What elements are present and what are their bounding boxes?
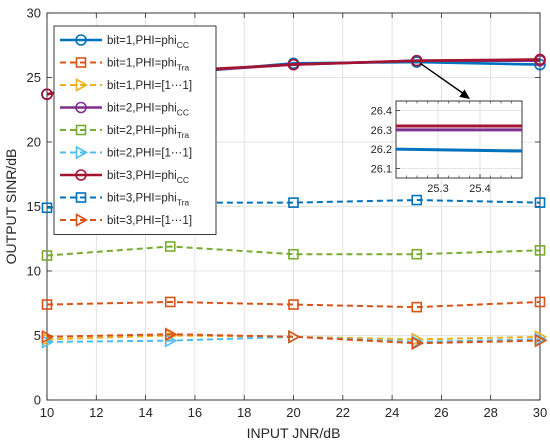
legend-entry: bit=3,PHI=[1⋯1] [60,213,192,227]
legend-label: bit=3,PHI=phiCC [107,170,189,185]
series-line [46,300,541,309]
series-line [46,245,541,257]
data-point [534,245,546,256]
data-point [164,327,178,342]
data-point [41,329,55,344]
legend-marker [75,57,87,68]
y-tick-label: 30 [27,6,41,21]
x-tick-label: 28 [483,405,497,420]
x-tick-label: 22 [336,405,350,420]
legend-marker [75,101,87,114]
data-point [534,296,546,308]
legend-label-subscript: CC [177,108,189,118]
data-point [534,333,548,348]
legend: bit=1,PHI=phiCC bit=1,PHI=phiTra bit=1,PHI… [53,25,217,235]
x-tick-label: 20 [286,405,300,420]
series-2 [41,296,546,313]
legend-entry: bit=1,PHI=phiTra [60,57,189,73]
y-tick-label: 15 [27,199,41,214]
legend-label: bit=3,PHI=[1⋯1] [107,215,192,227]
x-tick-label: 12 [89,405,103,420]
data-point [288,329,301,344]
inset-x-tick-label: 25.4 [469,183,490,195]
x-tick-label: 10 [40,405,54,420]
legend-entry: bit=2,PHI=phiTra [60,124,189,140]
legend-marker [75,78,89,92]
x-tick-label: 14 [138,405,152,420]
legend-label-subscript: CC [177,175,189,185]
data-point [41,250,53,261]
legend-marker [75,145,89,160]
series-line [46,335,541,343]
data-point [534,197,546,208]
inset-x-tick-label: 25.3 [427,183,448,195]
series-5 [41,241,546,261]
legend-marker [75,124,87,136]
legend-entry: bit=3,PHI=phiCC [60,169,189,185]
data-point [411,194,423,206]
y-tick-label: 20 [27,135,41,150]
legend-entry: bit=2,PHI=[1⋯1] [60,145,192,160]
series-line [46,333,541,345]
inset-background [396,101,522,178]
inset-y-tick-label: 26.4 [371,106,392,118]
legend-label: bit=1,PHI=phiTra [107,58,189,73]
data-point [288,299,299,310]
inset-y-tick-label: 26.3 [371,125,392,137]
data-point [534,53,546,66]
data-point [411,301,423,313]
legend-label-subscript: Tra [177,198,190,208]
y-tick-label: 25 [27,70,41,85]
inset-y-tick-label: 26.1 [371,163,392,175]
data-point [164,296,176,308]
data-point [288,248,299,260]
zoom-arrow-line [420,63,465,95]
legend-label: bit=1,PHI=phiCC [107,35,189,50]
legend-label: bit=2,PHI=[1⋯1] [107,148,192,160]
legend-label-subscript: Tra [177,130,190,140]
data-point [41,88,53,101]
y-tick-label: 10 [27,264,41,279]
x-tick-label: 16 [188,405,202,420]
legend-entry: bit=3,PHI=phiTra [60,192,189,208]
legend-label: bit=2,PHI=phiCC [107,103,189,118]
x-tick-label: 18 [237,405,251,420]
data-point [164,241,176,252]
data-point [164,333,178,348]
legend-marker [75,169,87,181]
inset-zoom: 25.3 25.4 26.1 26.2 26.3 26.4 [371,63,523,195]
inset-y-tick-label: 26.2 [371,144,392,156]
legend-label-subscript: CC [177,40,189,50]
legend-entry: bit=2,PHI=phiCC [60,101,189,118]
data-point [41,299,53,310]
series-9 [41,327,548,351]
legend-label: bit=1,PHI=[1⋯1] [107,80,192,92]
legend-marker [75,213,89,227]
data-point [41,202,53,214]
series-line [46,334,541,341]
data-point [411,336,424,351]
x-axis-label: INPUT JNR/dB [247,425,341,441]
legend-marker [75,192,87,203]
legend-marker [75,34,87,46]
inset-series-line [395,147,523,153]
legend-label: bit=2,PHI=phiTra [107,125,189,140]
x-tick-label: 24 [385,405,399,420]
y-tick-label: 0 [34,393,41,408]
y-axis-label: OUTPUT SINR/dB [3,149,19,265]
x-tick-label: 26 [434,405,448,420]
data-point [287,58,300,71]
legend-entry: bit=1,PHI=[1⋯1] [60,78,192,92]
y-tick-label: 5 [34,328,41,343]
legend-entry: bit=1,PHI=phiCC [60,34,189,50]
x-tick-label: 30 [533,405,547,420]
data-point [410,54,423,67]
zoom-arrow-head [459,89,470,99]
legend-label: bit=3,PHI=phiTra [107,193,189,208]
legend-label-subscript: Tra [177,63,190,73]
data-point [411,248,423,260]
data-point [288,197,299,208]
